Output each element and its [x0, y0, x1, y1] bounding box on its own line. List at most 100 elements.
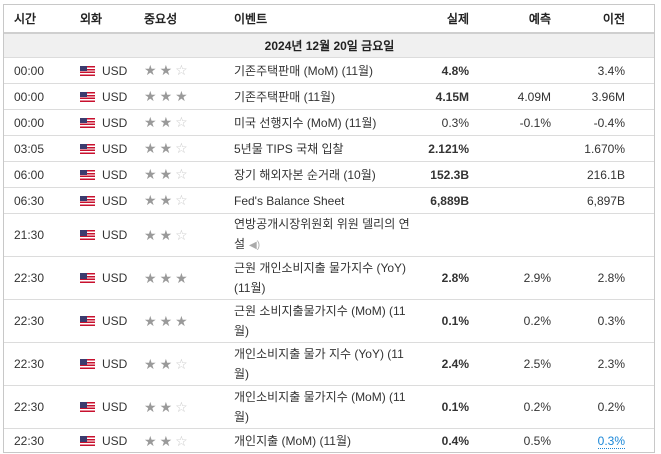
event-name[interactable]: 미국 선행지수 (MoM) (11월) — [234, 115, 377, 130]
importance-stars: ★★☆ — [144, 57, 234, 84]
event-actual: 2.121% — [414, 135, 469, 162]
event-name-cell[interactable]: 개인소비지출 물가지수 (MoM) (11월) — [234, 385, 414, 429]
event-currency: USD — [80, 256, 144, 300]
date-row: 2024년 12월 20일 금요일 — [4, 33, 654, 58]
event-row[interactable]: 22:30 USD ★★☆ 개인소비지출 물가지수 (MoM) (11월) 0.… — [4, 385, 654, 429]
event-name[interactable]: 근원 소비지출물가지수 (MoM) (11월) — [234, 304, 406, 338]
row-spacer — [625, 213, 654, 257]
event-currency: USD — [80, 213, 144, 257]
event-previous: 3.96M — [551, 83, 625, 110]
star-filled-icon: ★ — [159, 269, 176, 286]
event-row[interactable]: 22:30 USD ★★★ 근원 개인소비지출 물가지수 (YoY) (11월)… — [4, 256, 654, 300]
event-name-cell[interactable]: 개인지출 (MoM) (11월) — [234, 428, 414, 452]
event-name[interactable]: 기존주택판매 (MoM) (11월) — [234, 63, 374, 78]
revised-previous-value[interactable]: 0.3% — [597, 434, 625, 449]
header-row: 시간 외화 중요성 이벤트 실제 예측 이전 — [4, 5, 654, 34]
importance-stars: ★★☆ — [144, 135, 234, 162]
event-previous: 0.3% — [551, 428, 625, 452]
star-filled-icon: ★ — [144, 192, 160, 208]
importance-stars: ★★☆ — [144, 342, 234, 386]
event-row[interactable]: 22:30 USD ★★☆ 개인소비지출 물가 지수 (YoY) (11월) 2… — [4, 342, 654, 386]
event-row[interactable]: 22:30 USD ★★★ 근원 소비지출물가지수 (MoM) (11월) 0.… — [4, 299, 654, 343]
row-spacer — [625, 57, 654, 84]
us-flag-icon — [80, 359, 95, 369]
event-row[interactable]: 06:00 USD ★★☆ 장기 해외자본 순거래 (10월) 152.3B 2… — [4, 161, 654, 188]
event-row[interactable]: 00:00 USD ★★☆ 미국 선행지수 (MoM) (11월) 0.3% -… — [4, 109, 654, 136]
star-filled-icon: ★ — [144, 398, 160, 415]
star-filled-icon: ★ — [144, 312, 160, 329]
event-forecast — [469, 135, 551, 162]
star-filled-icon: ★ — [175, 312, 191, 329]
currency-code: USD — [102, 115, 128, 130]
event-name[interactable]: 기존주택판매 (11월) — [234, 89, 336, 104]
us-flag-icon — [80, 195, 95, 206]
event-name[interactable]: 개인지출 (MoM) (11월) — [234, 434, 351, 448]
event-previous: 2.3% — [551, 342, 625, 386]
event-time: 00:00 — [4, 57, 80, 84]
event-name[interactable]: 근원 개인소비지출 물가지수 (YoY) (11월) — [234, 261, 407, 295]
event-currency: USD — [80, 83, 144, 110]
event-row[interactable]: 00:00 USD ★★★ 기존주택판매 (11월) 4.15M 4.09M 3… — [4, 83, 654, 110]
currency-code: USD — [102, 228, 128, 242]
row-spacer — [625, 109, 654, 136]
row-spacer — [625, 342, 654, 386]
row-spacer — [625, 161, 654, 188]
event-actual — [414, 213, 469, 257]
star-filled-icon: ★ — [159, 312, 176, 329]
star-filled-icon: ★ — [144, 114, 160, 130]
event-name[interactable]: 장기 해외자본 순거래 (10월) — [234, 167, 376, 182]
event-name-cell[interactable]: 개인소비지출 물가 지수 (YoY) (11월) — [234, 342, 414, 386]
currency-code: USD — [102, 434, 128, 448]
event-name-cell[interactable]: 장기 해외자본 순거래 (10월) — [234, 161, 414, 188]
star-filled-icon: ★ — [175, 88, 191, 104]
event-currency: USD — [80, 109, 144, 136]
event-name-cell[interactable]: 5년물 TIPS 국채 입찰 — [234, 135, 414, 162]
event-name[interactable]: 개인소비지출 물가지수 (MoM) (11월) — [234, 390, 406, 424]
us-flag-icon — [80, 117, 95, 128]
event-name[interactable]: Fed's Balance Sheet — [234, 193, 345, 208]
event-name-cell[interactable]: 근원 소비지출물가지수 (MoM) (11월) — [234, 299, 414, 343]
star-empty-icon: ☆ — [175, 192, 191, 208]
event-name[interactable]: 5년물 TIPS 국채 입찰 — [234, 141, 344, 156]
event-row[interactable]: 21:30 USD ★★☆ 연방공개시장위원회 위원 델리의 연설 ◀) — [4, 213, 654, 257]
star-filled-icon: ★ — [159, 166, 176, 182]
event-row[interactable]: 03:05 USD ★★☆ 5년물 TIPS 국채 입찰 2.121% 1.67… — [4, 135, 654, 162]
event-currency: USD — [80, 57, 144, 84]
event-name-cell[interactable]: 기존주택판매 (MoM) (11월) — [234, 57, 414, 84]
event-name-cell[interactable]: 기존주택판매 (11월) — [234, 83, 414, 110]
header-actual: 실제 — [414, 5, 469, 34]
event-previous: -0.4% — [551, 109, 625, 136]
event-previous: 3.4% — [551, 57, 625, 84]
star-filled-icon: ★ — [144, 62, 160, 78]
event-actual: 152.3B — [414, 161, 469, 188]
header-spacer — [625, 5, 654, 34]
star-filled-icon: ★ — [144, 355, 160, 372]
row-spacer — [625, 385, 654, 429]
row-spacer — [625, 428, 654, 452]
event-currency: USD — [80, 385, 144, 429]
event-name-cell[interactable]: Fed's Balance Sheet — [234, 187, 414, 214]
speaker-icon[interactable]: ◀) — [249, 240, 261, 251]
event-row[interactable]: 00:00 USD ★★☆ 기존주택판매 (MoM) (11월) 4.8% 3.… — [4, 57, 654, 84]
importance-stars: ★★☆ — [144, 161, 234, 188]
event-name-cell[interactable]: 연방공개시장위원회 위원 델리의 연설 ◀) — [234, 213, 414, 257]
event-currency: USD — [80, 299, 144, 343]
header-time: 시간 — [4, 5, 80, 34]
header-previous: 이전 — [551, 5, 625, 34]
event-actual: 0.4% — [414, 428, 469, 452]
calendar-table: 시간 외화 중요성 이벤트 실제 예측 이전 2024년 12월 20일 금요일… — [4, 5, 654, 452]
star-empty-icon: ☆ — [175, 355, 191, 372]
event-name[interactable]: 연방공개시장위원회 위원 델리의 연설 — [234, 217, 410, 251]
event-name-cell[interactable]: 근원 개인소비지출 물가지수 (YoY) (11월) — [234, 256, 414, 300]
event-name[interactable]: 개인소비지출 물가 지수 (YoY) (11월) — [234, 347, 404, 381]
event-name-cell[interactable]: 미국 선행지수 (MoM) (11월) — [234, 109, 414, 136]
event-time: 22:30 — [4, 385, 80, 429]
currency-code: USD — [102, 167, 128, 182]
star-filled-icon: ★ — [159, 62, 176, 78]
us-flag-icon — [80, 316, 95, 326]
star-filled-icon: ★ — [159, 192, 176, 208]
importance-stars: ★★☆ — [144, 187, 234, 214]
event-row[interactable]: 22:30 USD ★★☆ 개인지출 (MoM) (11월) 0.4% 0.5%… — [4, 428, 654, 452]
event-row[interactable]: 06:30 USD ★★☆ Fed's Balance Sheet 6,889B… — [4, 187, 654, 214]
event-forecast: -0.1% — [469, 109, 551, 136]
